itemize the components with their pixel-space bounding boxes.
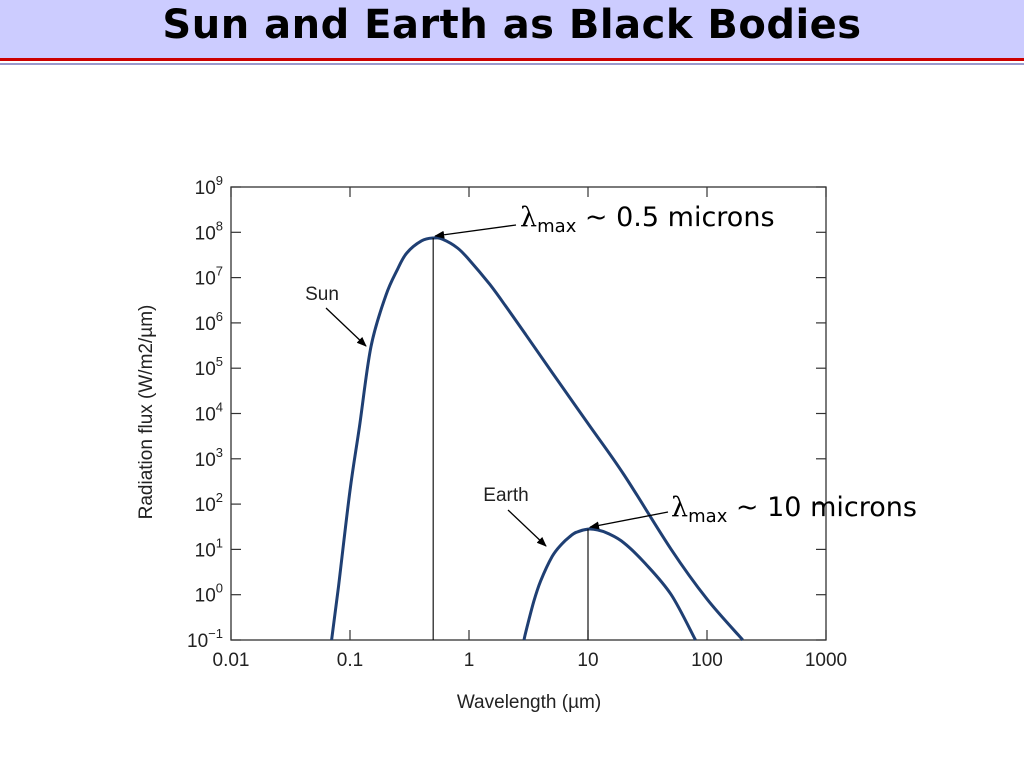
x-tick-label: 1 [464,650,475,671]
y-tick-label: 100 [195,581,223,607]
y-tick-label: 108 [195,218,223,244]
y-tick-label: 106 [195,309,223,335]
y-axis-label: Radiation flux (W/m2/µm) [136,305,157,520]
y-tick-label: 103 [195,445,223,471]
y-tick-label: 105 [195,354,223,380]
x-tick-label: 100 [691,650,723,671]
y-tick-label: 10−1 [187,626,223,652]
y-tick-label: 101 [195,535,223,561]
peak-callout-label: λmax ~ 10 microns [671,492,917,527]
peak-callout-arrow [434,224,517,239]
title-underline-blue [0,63,1024,65]
title-bar [0,0,1024,58]
x-tick-label: 10 [577,650,598,671]
title-underline-red [0,58,1024,61]
sun-label: Sun [305,284,339,305]
y-tick-label: 104 [195,400,223,426]
peak-callout-label: λmax ~ 0.5 microns [520,202,775,237]
x-axis-label: Wavelength (µm) [457,692,601,713]
earth-curve [522,527,697,641]
y-tick-label: 107 [195,264,223,290]
earth-label: Earth [483,485,528,506]
sun-label-arrow [325,307,367,347]
y-tick-label: 102 [195,490,223,516]
peak-callout-arrow [589,511,669,530]
earth-label-arrow [507,509,547,547]
sun-curve [330,236,744,641]
x-tick-label: 1000 [805,650,847,671]
y-tick-label: 109 [195,173,223,199]
slide-title: Sun and Earth as Black Bodies [162,2,862,48]
plot-area-frame [230,186,827,641]
x-tick-label: 0.01 [213,650,250,671]
x-tick-label: 0.1 [337,650,363,671]
